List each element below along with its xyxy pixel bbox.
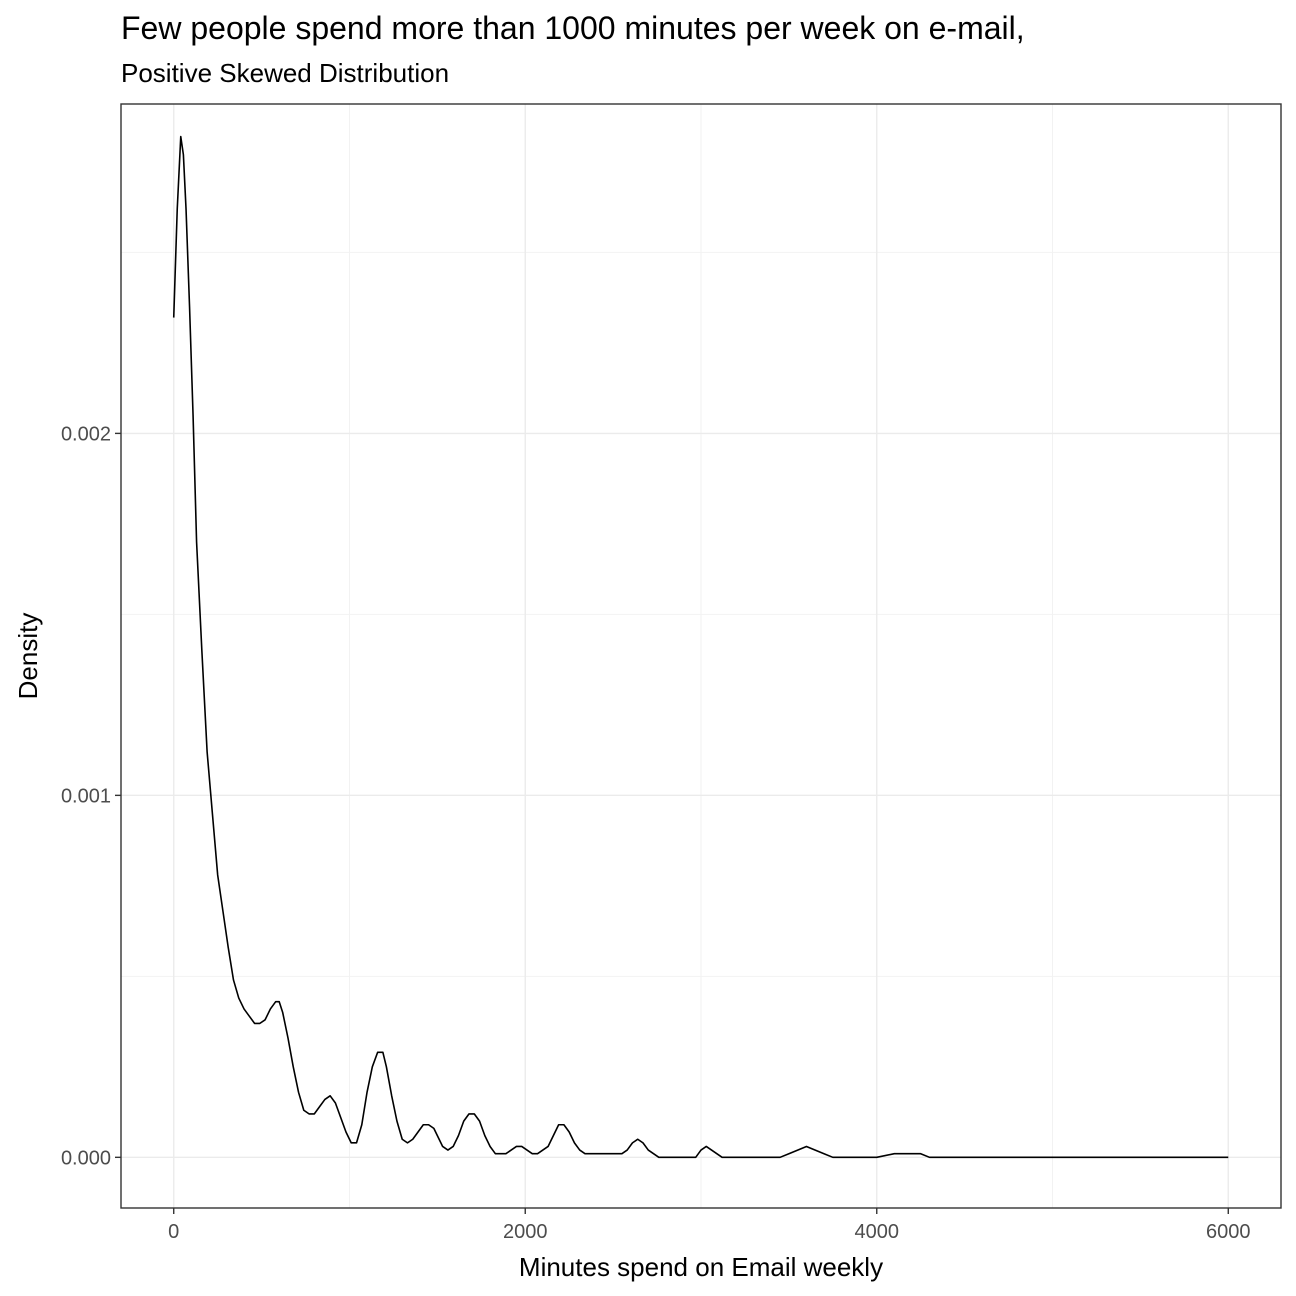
x-axis-title: Minutes spend on Email weekly [519,1252,883,1282]
x-tick-label: 4000 [855,1221,900,1243]
y-tick-label: 0.002 [61,423,111,445]
major-gridlines [121,104,1281,1208]
minor-gridlines [121,104,1281,1208]
series-layer [172,135,1229,1159]
chart-subtitle: Positive Skewed Distribution [121,58,450,88]
x-tick-label: 0 [168,1221,179,1243]
y-tick-label: 0.001 [61,785,111,807]
x-tick-label: 2000 [503,1221,548,1243]
y-axis-title: Density [13,613,43,700]
x-axis-ticks: 0 2000 4000 6000 [168,1208,1251,1243]
y-axis-ticks: 0.000 0.001 0.002 [61,423,121,1169]
chart-title: Few people spend more than 1000 minutes … [121,10,1025,46]
panel-border [120,103,1282,1209]
density-line [172,135,1229,1159]
x-tick-label: 6000 [1206,1221,1251,1243]
y-tick-label: 0.000 [61,1147,111,1169]
